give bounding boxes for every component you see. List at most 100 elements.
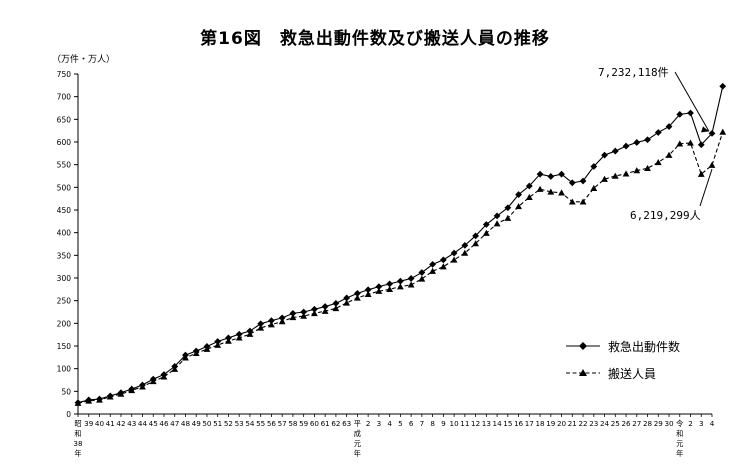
data-point-outgoings	[525, 182, 533, 190]
data-point-outgoings	[568, 179, 576, 187]
y-tick-label: 150	[57, 342, 72, 351]
x-tick-label: 47	[170, 419, 179, 428]
legend-marker-transported	[579, 369, 587, 376]
data-point-outgoings	[332, 299, 340, 307]
y-tick-label: 650	[57, 115, 72, 124]
data-point-transported	[117, 390, 125, 397]
x-tick-label: 7	[420, 419, 425, 428]
data-point-transported	[268, 321, 275, 328]
x-tick-label: 19	[546, 419, 556, 428]
x-tick-label: 3	[377, 419, 382, 428]
y-tick-label: 600	[57, 138, 72, 147]
data-point-transported	[106, 393, 114, 400]
y-tick-label: 700	[57, 93, 72, 102]
data-point-transported	[697, 170, 705, 177]
data-point-outgoings	[300, 308, 308, 316]
y-tick-label: 50	[61, 387, 71, 396]
y-tick-label: 250	[57, 297, 72, 306]
x-tick-label: 55	[256, 419, 265, 428]
data-point-outgoings	[396, 277, 404, 285]
data-point-outgoings	[654, 129, 662, 136]
x-tick-label: 8	[430, 419, 435, 428]
x-tick-label: 58	[288, 419, 298, 428]
data-point-transported	[407, 281, 415, 288]
y-tick-label: 550	[57, 161, 72, 170]
chart-title: 第16図 救急出動件数及び搬送人員の推移	[200, 29, 550, 49]
data-point-outgoings	[235, 330, 243, 338]
x-tick-label: 6	[409, 419, 414, 428]
data-point-outgoings	[278, 314, 286, 322]
data-point-transported	[504, 214, 512, 221]
x-tick-label: 30	[664, 419, 674, 428]
x-tick-label: 16	[514, 419, 524, 428]
x-tick-label: 49	[192, 419, 202, 428]
data-point-outgoings	[493, 212, 501, 220]
data-point-transported	[493, 220, 501, 227]
data-point-transported	[278, 318, 286, 325]
annotation-leader-line	[699, 168, 713, 207]
data-point-transported	[311, 309, 318, 317]
x-tick-label: 62	[331, 419, 340, 428]
data-point-transported	[525, 193, 533, 201]
x-tick-label: 2	[366, 419, 371, 428]
y-tick-label: 0	[66, 410, 71, 419]
data-point-transported	[128, 387, 136, 394]
x-tick-label: 14	[493, 419, 503, 428]
x-tick-label: 42	[116, 419, 125, 428]
data-point-outgoings	[472, 232, 479, 240]
x-tick-label: 56	[267, 419, 277, 428]
data-point-transported	[558, 189, 565, 196]
x-tick-label: 51	[213, 419, 222, 428]
x-tick-label: 20	[557, 419, 567, 428]
data-point-outgoings	[214, 338, 222, 345]
x-tick-label: 44	[138, 419, 148, 428]
data-point-outgoings	[719, 82, 727, 90]
data-point-outgoings	[407, 275, 415, 282]
data-point-outgoings	[289, 309, 297, 317]
data-point-transported	[654, 159, 662, 166]
data-point-transported	[171, 365, 179, 372]
data-point-transported	[482, 229, 490, 236]
x-tick-label: 10	[450, 419, 460, 428]
data-point-outgoings	[504, 204, 512, 212]
annotation-transported-total: 6,219,299人	[630, 209, 701, 222]
data-point-transported	[332, 304, 340, 312]
data-point-outgoings	[429, 261, 437, 268]
x-tick-label: 17	[525, 419, 534, 428]
x-tick-label: 43	[127, 419, 136, 428]
x-tick-label: 平成元年	[354, 419, 361, 458]
x-tick-label: 41	[106, 419, 115, 428]
x-tick-label: 40	[95, 419, 105, 428]
data-point-transported	[257, 324, 265, 331]
data-point-transported	[579, 198, 587, 205]
x-tick-label: 22	[578, 419, 587, 428]
data-point-outgoings	[515, 191, 522, 198]
x-tick-label: 63	[342, 419, 351, 428]
data-point-transported	[343, 299, 351, 306]
series-line-1	[77, 86, 724, 404]
annotation-outgoings-total: 7,232,118件	[598, 66, 669, 79]
x-tick-label: 15	[503, 419, 512, 428]
data-point-transported	[687, 139, 694, 146]
data-point-transported	[665, 151, 673, 158]
data-point-transported	[321, 307, 329, 314]
x-tick-label: 61	[321, 419, 330, 428]
data-point-transported	[590, 184, 598, 191]
data-point-transported	[719, 128, 727, 135]
data-point-transported	[214, 341, 222, 348]
data-point-outgoings	[353, 290, 361, 297]
x-tick-label: 27	[632, 419, 641, 428]
y-axis-unit-label: （万件・万人）	[52, 55, 116, 65]
data-point-transported	[192, 349, 200, 356]
x-tick-label: 39	[84, 419, 94, 428]
data-point-outgoings	[622, 142, 630, 150]
data-point-outgoings	[311, 305, 318, 313]
data-point-outgoings	[558, 170, 565, 178]
data-point-transported	[601, 175, 608, 182]
y-tick-label: 100	[57, 365, 72, 374]
x-tick-label: 2	[688, 419, 693, 428]
y-tick-label: 300	[57, 274, 72, 283]
data-point-transported	[644, 164, 651, 172]
data-point-transported	[633, 167, 641, 174]
data-point-outgoings	[579, 177, 587, 185]
